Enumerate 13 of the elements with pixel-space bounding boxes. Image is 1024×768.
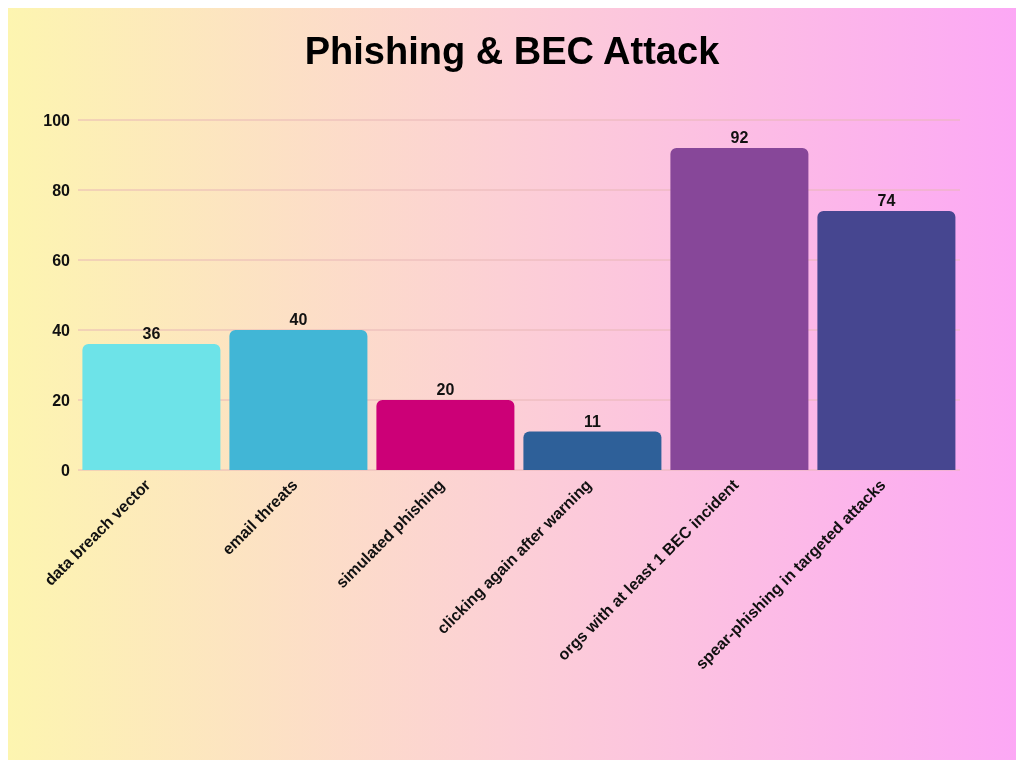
chart-title: Phishing & BEC Attack (303, 29, 721, 74)
y-tick-label: 100 (43, 111, 71, 129)
y-tick-label: 40 (52, 321, 71, 339)
data-label: 20 (436, 381, 455, 398)
data-label: 11 (583, 412, 601, 430)
y-tick-label: 20 (52, 391, 71, 409)
y-tick-label: 60 (52, 251, 71, 269)
data-label: 92 (730, 129, 749, 146)
y-tick-label: 80 (52, 181, 71, 199)
data-label: 40 (289, 311, 308, 328)
y-tick-label: 0 (61, 461, 71, 479)
data-label: 36 (142, 325, 161, 342)
data-label: 74 (877, 192, 896, 209)
